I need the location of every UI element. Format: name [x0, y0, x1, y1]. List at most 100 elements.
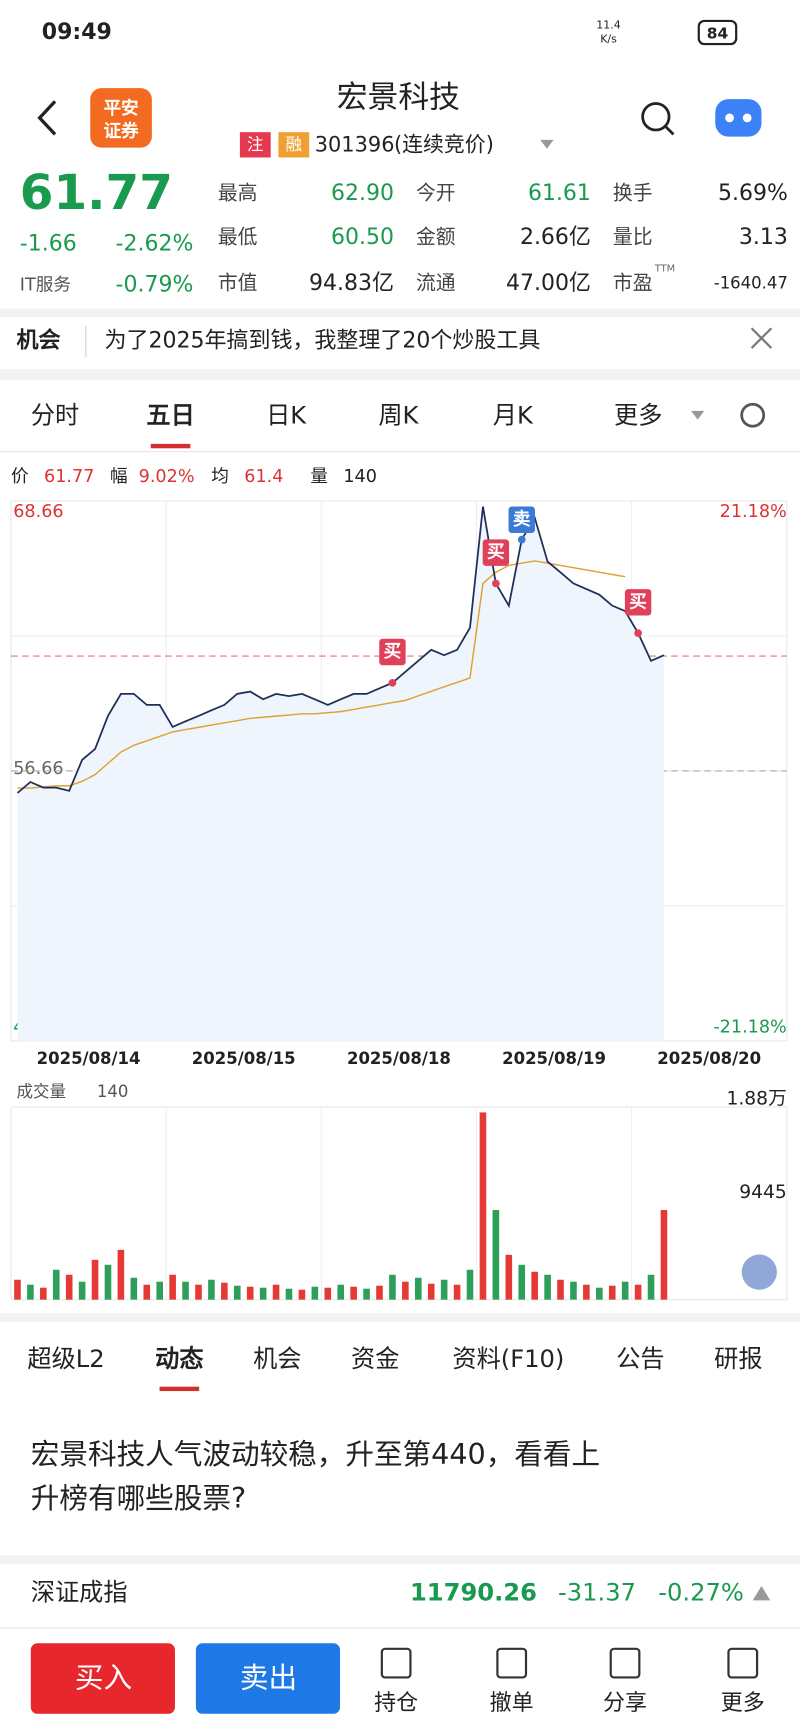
assistant-eye — [742, 113, 752, 123]
field-label: 市值 — [218, 272, 258, 295]
detail-tab[interactable]: 公告 — [616, 1345, 664, 1373]
time: 09:49 — [42, 20, 112, 45]
info-value: 61.77 — [44, 467, 94, 487]
volume-bar — [130, 1277, 138, 1300]
signal-badge — [379, 638, 406, 666]
detail-tab[interactable]: 资金 — [351, 1345, 399, 1373]
sector-pct: -0.79% — [116, 272, 194, 297]
volume-bar — [402, 1281, 409, 1300]
tool-icon[interactable] — [496, 1647, 528, 1679]
signal-dot — [492, 579, 500, 588]
volume-bar — [27, 1284, 34, 1300]
volume-bar — [440, 1279, 448, 1300]
detail-tab[interactable]: 超级L2 — [27, 1345, 104, 1373]
period-tab[interactable]: 月K — [493, 401, 534, 429]
volume-bar — [156, 1281, 163, 1300]
index-value: 11790.26 — [410, 1579, 537, 1607]
period-tab[interactable]: 分时 — [31, 401, 79, 429]
back-button[interactable] — [37, 100, 57, 136]
news-title[interactable]: 升榜有哪些股票? — [31, 1481, 246, 1515]
y-tick-label: 1.88万 — [726, 1089, 786, 1110]
field-value: 60.50 — [331, 225, 394, 250]
volume-bar — [363, 1288, 370, 1300]
change: -1.66 — [20, 232, 77, 257]
toolbar: 持仓 撤单 分享 更多 — [374, 1647, 765, 1716]
volume-bar — [246, 1286, 254, 1300]
period-tab[interactable]: 更多 — [614, 401, 662, 429]
search — [664, 125, 675, 136]
tag-text: 融 — [286, 135, 302, 154]
volume-bar — [298, 1289, 306, 1300]
volume-bar — [208, 1279, 215, 1300]
field-value: 5.69% — [718, 181, 788, 206]
tool-label[interactable]: 持仓 — [374, 1691, 418, 1716]
volume-bar — [233, 1285, 241, 1300]
logo[interactable] — [90, 88, 152, 148]
tool-label[interactable]: 撤单 — [490, 1691, 534, 1716]
signal-badge — [624, 589, 652, 616]
signal-dot — [517, 535, 526, 544]
expand-arrow[interactable] — [752, 1586, 771, 1601]
volume-bar — [376, 1285, 383, 1300]
volume-bar — [544, 1274, 551, 1300]
y2-tick-label: -21.18% — [713, 1018, 786, 1038]
logo-text: 平安 — [103, 98, 138, 119]
news-title[interactable]: 宏景科技人气波动较稳，升至第440，看看上 — [31, 1437, 600, 1471]
field-label: 流通 — [416, 272, 456, 295]
dropdown[interactable] — [540, 139, 554, 149]
battery — [697, 19, 738, 46]
signal-label: 买 — [629, 592, 647, 612]
ttm: TTM — [654, 264, 675, 275]
settings[interactable] — [740, 402, 766, 428]
signal-dot — [388, 678, 397, 687]
volume-bar — [427, 1283, 435, 1300]
info-label: 均 — [211, 467, 229, 487]
buy-button[interactable] — [30, 1643, 175, 1714]
y-tick-label: 56.66 — [13, 759, 63, 779]
volume-title: 成交量 — [17, 1082, 66, 1101]
period-tab[interactable]: 日K — [266, 401, 307, 429]
detail-tab[interactable]: 机会 — [253, 1345, 301, 1373]
tool-label[interactable]: 分享 — [603, 1691, 647, 1716]
volume-bar — [608, 1285, 616, 1300]
sell-button[interactable] — [195, 1643, 341, 1714]
index-pct: -0.27% — [658, 1579, 744, 1607]
tool-icon[interactable] — [727, 1647, 759, 1679]
volume-bar — [52, 1269, 60, 1300]
volume-bar — [337, 1284, 345, 1300]
dropdown[interactable] — [691, 410, 705, 420]
detail-tab[interactable]: 研报 — [714, 1345, 762, 1373]
signal-badge — [508, 506, 535, 533]
search[interactable] — [641, 102, 671, 132]
info-label: 量 — [310, 467, 328, 487]
volume-bar — [272, 1284, 280, 1300]
field-label: 市盈 — [613, 272, 653, 295]
detail-tab[interactable]: 资料(F10) — [452, 1345, 564, 1373]
detail-tab[interactable]: 动态 — [155, 1345, 204, 1373]
field-label: 量比 — [613, 225, 653, 248]
battery-level: 84 — [707, 25, 729, 43]
volume-bar — [414, 1277, 422, 1300]
assistant[interactable] — [715, 99, 762, 137]
banner-text[interactable]: 为了2025年搞到钱，我整理了20个炒股工具 — [105, 328, 541, 353]
tool-label[interactable]: 更多 — [721, 1691, 765, 1716]
tool-icon[interactable] — [609, 1647, 641, 1679]
volume-bar — [78, 1281, 86, 1300]
close[interactable] — [750, 327, 773, 349]
tag — [239, 132, 271, 158]
period-tab[interactable]: 周K — [378, 401, 419, 429]
x-tick-label: 2025/08/15 — [192, 1049, 296, 1068]
signal-label: 买 — [487, 543, 505, 563]
buy-label: 买入 — [75, 1661, 132, 1695]
trade-state: (连续竞价) — [394, 132, 494, 156]
volume-bar — [389, 1274, 396, 1300]
price-chart: 2025/08/14 2025/08/15 2025/08/18 2025/08/19… — [10, 500, 788, 1068]
signal-dot — [634, 629, 642, 637]
expand[interactable] — [741, 1254, 777, 1290]
period-tab[interactable]: 五日 — [146, 401, 194, 429]
tool-icon[interactable] — [380, 1647, 412, 1679]
price: 61.77 — [20, 165, 173, 221]
volume-bar — [492, 1210, 500, 1300]
